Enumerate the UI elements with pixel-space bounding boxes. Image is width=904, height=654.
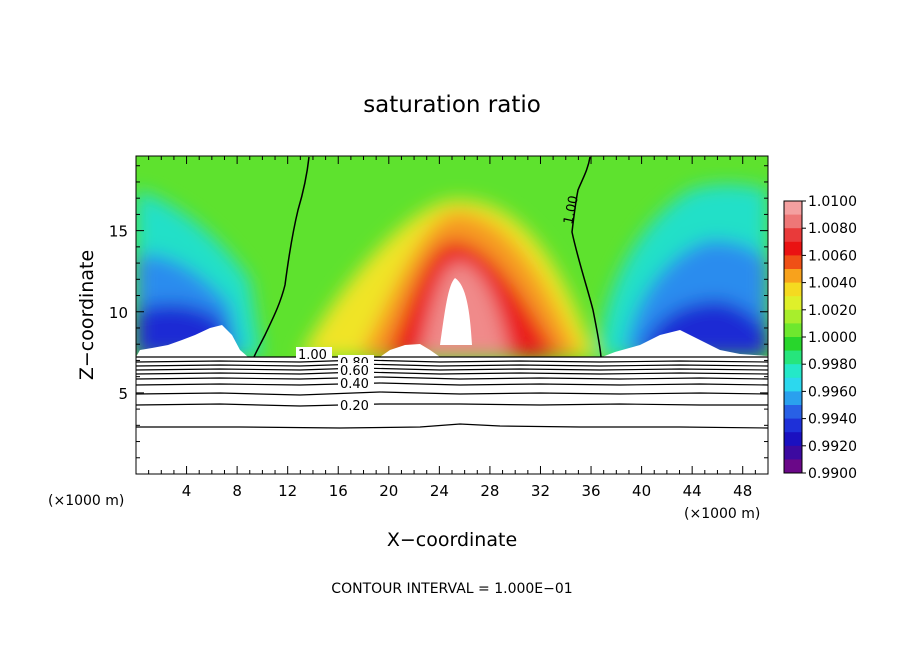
x-tick-label: 36	[581, 482, 600, 500]
x-tick-label: 40	[632, 482, 651, 500]
x-tick-label: 48	[733, 482, 752, 500]
colorbar-swatch	[784, 377, 802, 392]
colorbar-label: 0.9960	[808, 384, 857, 400]
x-tick-label: 4	[182, 482, 192, 500]
colorbar-swatch	[784, 201, 802, 216]
y-tick-label: 15	[109, 223, 128, 241]
x-axis-title: X−coordinate	[387, 529, 517, 551]
contour-label: 0.20	[340, 399, 369, 414]
colorbar-swatch	[784, 418, 802, 433]
colorbar-swatch	[784, 309, 802, 324]
chart-title: saturation ratio	[363, 92, 541, 118]
y-axis: 5 10 15	[109, 165, 768, 459]
colorbar-swatch	[784, 296, 802, 311]
contour-label: 1.00	[561, 194, 582, 225]
contour-interval-note: CONTOUR INTERVAL = 1.000E−01	[331, 581, 572, 597]
colorbar-swatch	[784, 228, 802, 243]
colorbar-label: 1.0100	[808, 194, 857, 210]
x-tick-label: 44	[683, 482, 702, 500]
colorbar-swatch	[784, 282, 802, 297]
surface-contour-line	[136, 423, 769, 429]
surface-contour-line	[135, 371, 769, 375]
colorbar-swatch	[784, 405, 802, 420]
surface-contour-line	[135, 403, 768, 407]
contour-labels: 1.00 0.80 0.60 0.40 0.20 1.00	[296, 194, 582, 414]
x-tick-label: 20	[379, 482, 398, 500]
y-tick-label: 5	[118, 385, 128, 403]
contour-left-1.00	[253, 156, 310, 358]
colorbar-label: 1.0020	[808, 303, 857, 319]
colorbar-swatch	[784, 459, 802, 474]
colorbar-swatch	[784, 214, 802, 229]
colorbar-swatch	[784, 391, 802, 406]
contour-label: 0.60	[340, 364, 369, 379]
surface-contour-line	[135, 376, 769, 380]
colorbar-swatch	[784, 445, 802, 460]
supersaturation-core	[440, 278, 472, 345]
x-tick-label: 24	[430, 482, 449, 500]
colorbar-swatch	[784, 255, 802, 270]
x-tick-label: 16	[329, 482, 348, 500]
x-tick-label: 32	[531, 482, 550, 500]
surface-contour-line	[135, 359, 769, 363]
colorbar-label: 0.9940	[808, 412, 857, 428]
center-lower-bump	[380, 344, 440, 357]
contour-label: 1.00	[298, 348, 327, 363]
surface-contour-line	[135, 391, 769, 396]
colorbar-label: 1.0040	[808, 276, 857, 292]
colorbar-label: 1.0080	[808, 221, 857, 237]
colorbar-label: 1.0000	[808, 330, 857, 346]
colorbar-swatch	[784, 337, 802, 352]
colorbar-swatch	[784, 241, 802, 256]
x-axis: 4 8 12 16 20 24 28 32 36 40 44 48	[148, 156, 756, 500]
x-unit-right: (×1000 m)	[684, 506, 760, 522]
surface-contours	[135, 356, 769, 429]
surface-contour-line	[135, 382, 769, 386]
x-tick-label: 12	[278, 482, 297, 500]
colorbar-swatch	[784, 432, 802, 447]
colorbar-label: 0.9920	[808, 439, 857, 455]
colorbar-swatch	[784, 269, 802, 284]
contour-label: 0.40	[340, 377, 369, 392]
colorbar-swatch	[784, 364, 802, 379]
colorbar-swatch	[784, 323, 802, 338]
y-axis-title: Z−coordinate	[76, 250, 98, 380]
colorbar-swatch	[784, 350, 802, 365]
x-tick-label: 8	[232, 482, 242, 500]
contour-right-1.00	[571, 156, 602, 358]
colorbar-label: 1.0060	[808, 248, 857, 264]
right-lower-bump	[602, 330, 768, 358]
y-tick-label: 10	[109, 304, 128, 322]
colorbar-label: 0.9980	[808, 357, 857, 373]
surface-contour-line	[135, 363, 769, 367]
colorbar-label: 0.9900	[808, 466, 857, 482]
colorbar: 1.0100 1.0080 1.0060 1.0040 1.0020 1.0000 0.99…	[783, 194, 857, 482]
surface-contour-line	[135, 367, 769, 371]
x-unit-left: (×1000 m)	[48, 493, 124, 509]
x-tick-label: 28	[480, 482, 499, 500]
